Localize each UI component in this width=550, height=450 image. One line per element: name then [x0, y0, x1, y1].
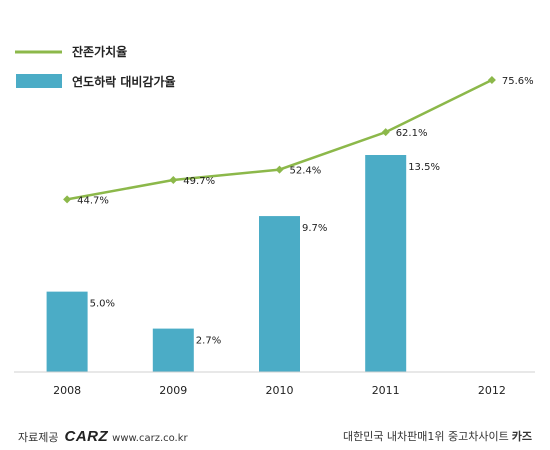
line-label-2009: 49.7%: [183, 176, 215, 187]
bar-label-2008: 5.0%: [90, 299, 115, 310]
line-label-2012: 75.6%: [502, 76, 534, 87]
bar-label-2009: 2.7%: [196, 336, 221, 347]
bar-label-2011: 13.5%: [408, 162, 440, 173]
legend-line-label: 잔존가치율: [72, 44, 127, 59]
line-point-2010: [275, 165, 284, 174]
source-label: 자료제공: [18, 431, 59, 444]
bar-2010: [259, 216, 300, 372]
footer: 자료제공 CARZ www.carz.co.kr 대한민국 내차판매1위 중고차사이…: [0, 418, 550, 450]
line-point-2008: [63, 195, 72, 204]
legend: 잔존가치율 연도하락 대비감가율: [15, 44, 176, 89]
line-point-2011: [381, 128, 390, 137]
x-tick-2012: 2012: [478, 384, 506, 397]
bar-2008: [46, 291, 88, 372]
carz-logo: CARZ: [64, 428, 109, 445]
line-path: [66, 78, 493, 201]
line-point-2009: [169, 176, 178, 185]
bar-2009: [152, 328, 194, 372]
brand-name: 카즈: [511, 430, 532, 443]
x-axis-ticks: 2008 2009 2010 2011 2012: [53, 384, 506, 397]
footer-source: 자료제공 CARZ www.carz.co.kr: [18, 428, 188, 445]
site-url[interactable]: www.carz.co.kr: [112, 433, 188, 444]
bar-label-2010: 9.7%: [302, 223, 327, 234]
legend-bar-swatch: [16, 74, 62, 88]
legend-bar-label: 연도하락 대비감가율: [72, 74, 176, 89]
chart: 잔존가치율 연도하락 대비감가율 5.0% 2.7% 9.7% 13.5% 44.7%…: [14, 44, 535, 397]
x-tick-2011: 2011: [372, 384, 400, 397]
bar-2011: [365, 155, 407, 372]
line-label-2010: 52.4%: [290, 166, 322, 177]
line-label-2008: 44.7%: [77, 195, 109, 206]
x-tick-2010: 2010: [266, 384, 294, 397]
x-tick-2008: 2008: [53, 384, 81, 397]
slogan-text: 대한민국 내차판매1위 중고차사이트: [342, 430, 509, 443]
bar-series: 5.0% 2.7% 9.7% 13.5%: [46, 155, 440, 372]
line-label-2011: 62.1%: [396, 128, 428, 139]
x-tick-2009: 2009: [159, 384, 187, 397]
footer-slogan: 대한민국 내차판매1위 중고차사이트 카즈: [343, 428, 532, 444]
line-series: 44.7% 49.7% 52.4% 62.1% 75.6%: [63, 76, 534, 206]
line-point-2012: [487, 76, 496, 84]
